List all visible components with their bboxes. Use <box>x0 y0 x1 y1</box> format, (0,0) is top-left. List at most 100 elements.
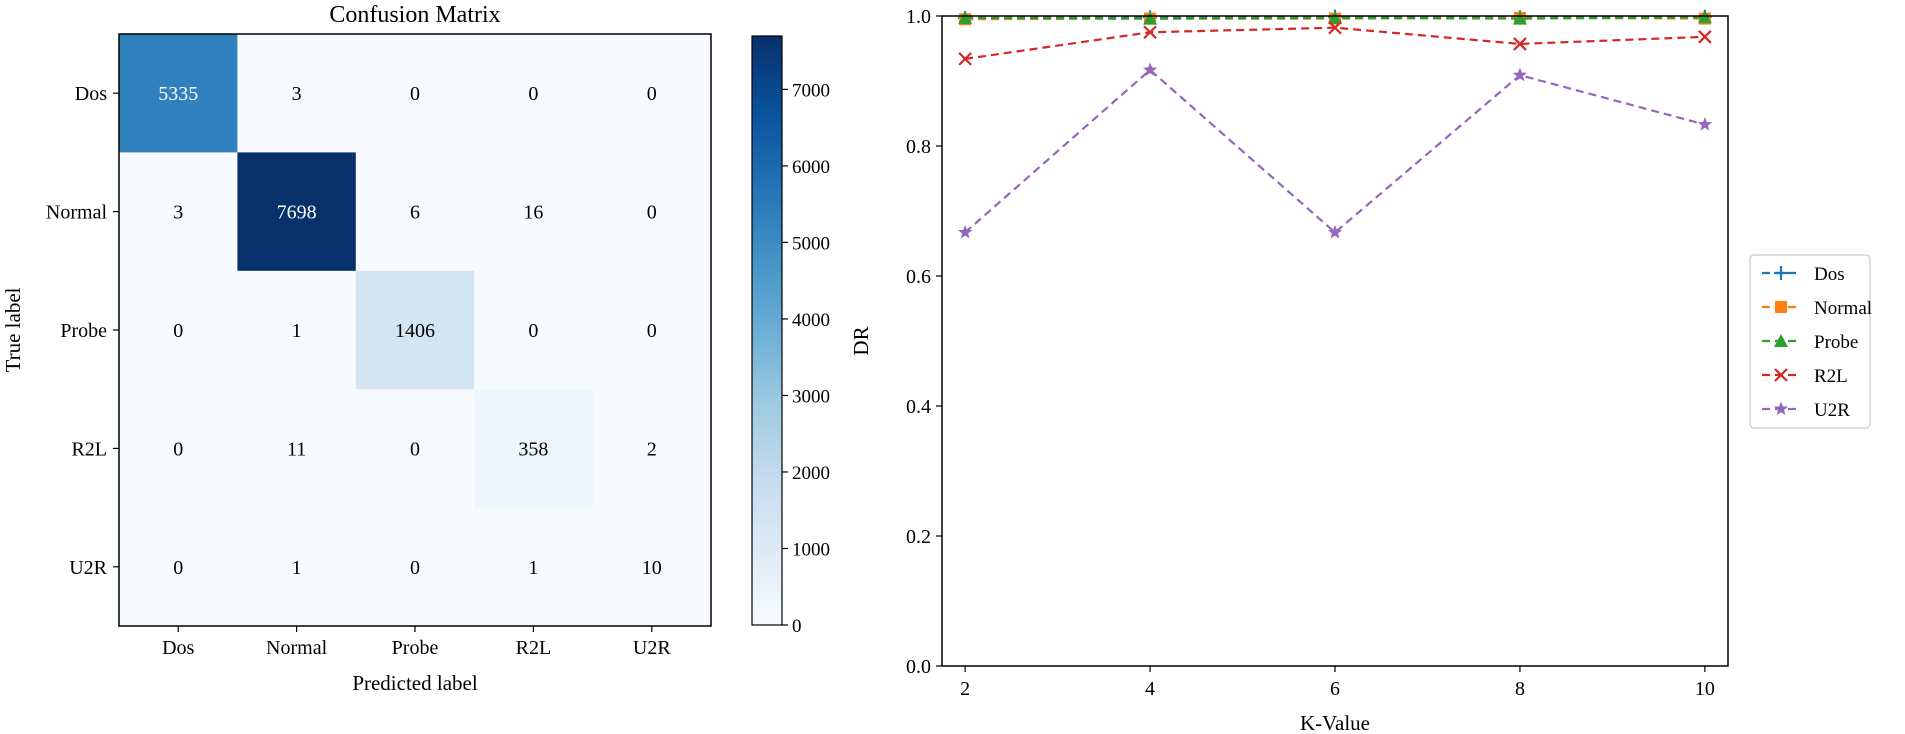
heatmap-cell <box>592 34 712 153</box>
cell-value-label: 0 <box>647 320 657 342</box>
heatmap-cell <box>474 34 594 153</box>
row-label: Probe <box>60 320 107 342</box>
legend-item: Normal <box>1762 298 1872 319</box>
legend-item: U2R <box>1762 400 1850 421</box>
legend-label: Normal <box>1814 298 1872 319</box>
heatmap-cell <box>474 507 594 627</box>
x-axis-ticks: 2 4 6 8 10 <box>960 666 1715 700</box>
chart-title: Confusion Matrix <box>329 2 500 28</box>
series-line <box>964 26 1705 60</box>
series-line <box>964 68 1706 234</box>
data-point-marker <box>1327 224 1343 239</box>
cell-value-label: 1 <box>292 320 302 342</box>
heatmap-cell <box>474 152 594 272</box>
legend-frame <box>1749 254 1871 429</box>
row-tick-labels: Dos Normal Probe R2L U2R <box>46 83 119 579</box>
series-probe <box>958 10 1712 25</box>
series-u2r <box>957 62 1713 239</box>
legend-marker <box>1773 401 1789 416</box>
cell-value-label: 10 <box>642 557 662 579</box>
colorbar-tick-label: 3000 <box>792 386 830 407</box>
y-tick-label: 0.2 <box>906 526 931 548</box>
y-tick-label: 0.4 <box>906 396 931 418</box>
cell-value-label: 3 <box>173 202 183 224</box>
colorbar-gradient <box>751 35 783 626</box>
cell-value-label: 6 <box>410 202 420 224</box>
heatmap-cell <box>355 389 475 509</box>
data-point-marker <box>1512 11 1527 25</box>
x-axis-label: K-Value <box>1300 711 1370 734</box>
col-label: U2R <box>633 637 671 659</box>
cell-value-label: 1 <box>528 557 538 579</box>
legend-label: U2R <box>1814 400 1850 421</box>
heatmap-cell <box>592 270 712 390</box>
y-tick-label: 0.0 <box>906 656 931 678</box>
heatmap-cell <box>237 389 357 509</box>
heatmap-cell <box>355 270 475 390</box>
col-tick-labels: Dos Normal Probe R2L U2R <box>162 626 671 659</box>
line-series <box>957 9 1713 239</box>
cell-value-label: 0 <box>410 83 420 105</box>
colorbar-tick-label: 1000 <box>792 539 830 560</box>
col-label: R2L <box>516 637 552 659</box>
legend-marker <box>1774 334 1788 347</box>
cell-value-label: 16 <box>523 202 543 224</box>
cell-value-label: 0 <box>528 83 538 105</box>
cell-value-label: 0 <box>647 202 657 224</box>
cell-value-label: 0 <box>410 557 420 579</box>
y-axis-label: DR <box>849 326 873 355</box>
data-point-marker <box>1512 67 1528 82</box>
colorbar-tick-label: 2000 <box>792 463 830 484</box>
legend-label: R2L <box>1814 366 1848 387</box>
cell-value-label: 0 <box>173 557 183 579</box>
data-point-marker <box>957 224 973 239</box>
heatmap-cell <box>237 270 357 390</box>
cell-value-label: 1406 <box>395 320 435 342</box>
data-point-marker <box>1513 37 1527 51</box>
heatmap-cell <box>237 507 357 627</box>
legend-item: Probe <box>1762 332 1858 353</box>
y-axis-label: True label <box>1 287 25 372</box>
cell-value-label: 11 <box>287 438 306 460</box>
y-tick-label: 1.0 <box>906 6 931 28</box>
heatmap-cell <box>119 34 238 153</box>
legend-marker <box>1775 301 1787 313</box>
heatmap-cell <box>474 389 594 509</box>
row-label: Dos <box>75 83 107 105</box>
colorbar-tick-label: 4000 <box>792 310 830 331</box>
data-point-marker <box>1143 25 1157 40</box>
colorbar-tick-label: 5000 <box>792 233 830 254</box>
detection-rate-line-chart: 2 4 6 8 10 0.0 0.2 0.4 0.6 0.8 1.0 K-Value DR <box>849 6 1729 734</box>
cell-value-label: 0 <box>528 320 538 342</box>
series-r2l <box>958 20 1712 66</box>
legend-items: Dos Normal Probe R2L U2R <box>1762 264 1872 421</box>
cell-value-label: 5335 <box>158 83 198 105</box>
colorbar: 0 1000 2000 3000 4000 5000 6000 7000 <box>751 35 830 637</box>
legend-label: Dos <box>1814 264 1845 285</box>
heatmap-cell <box>355 34 475 153</box>
legend-marker <box>1774 368 1788 382</box>
x-axis-label: Predicted label <box>352 671 478 695</box>
data-point-marker <box>958 52 972 66</box>
heatmap-cell <box>119 270 238 390</box>
heatmap-cell <box>237 34 357 153</box>
heatmap-cell <box>592 152 712 272</box>
colorbar-tick-label: 7000 <box>792 80 830 101</box>
cell-value-label: 3 <box>292 83 302 105</box>
col-label: Normal <box>266 637 328 659</box>
legend-item: Dos <box>1762 264 1845 285</box>
x-tick-label: 8 <box>1515 678 1525 700</box>
heatmap-cell <box>592 507 712 627</box>
data-point-marker <box>1697 117 1713 131</box>
data-point-marker <box>1143 11 1158 25</box>
heatmap-cell <box>119 507 238 627</box>
col-label: Dos <box>162 637 194 659</box>
cell-value-label: 2 <box>647 438 657 460</box>
legend: Dos Normal Probe R2L U2R <box>1749 254 1872 429</box>
heatmap-cell <box>355 152 475 272</box>
cell-value-label: 0 <box>647 83 657 105</box>
data-point-marker <box>1328 20 1342 35</box>
plot-frame <box>941 15 1729 667</box>
heatmap-cell <box>119 389 238 509</box>
data-point-marker <box>1142 62 1158 77</box>
